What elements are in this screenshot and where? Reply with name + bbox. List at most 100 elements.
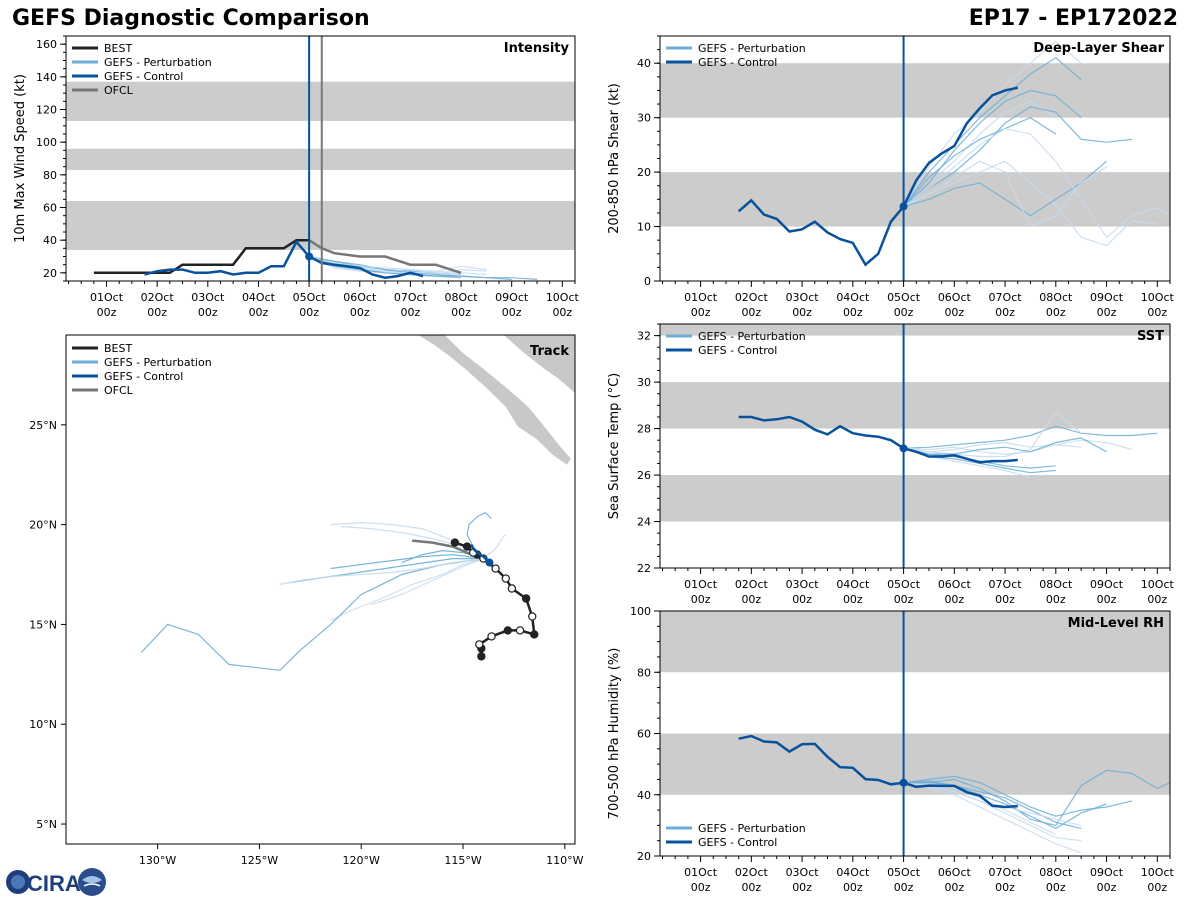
shear-y-tick-label: 30 xyxy=(637,112,651,125)
shear-perturbation-line-6 xyxy=(903,117,1057,207)
intensity-perturbation-line-7 xyxy=(308,255,462,276)
shear-x-tick-sublabel: 00z xyxy=(995,306,1015,319)
intensity-band-1 xyxy=(66,148,575,170)
rh-x-tick-sublabel: 00z xyxy=(894,881,914,894)
shear-x-tick-label: 01Oct xyxy=(684,291,718,304)
legend-label-best: BEST xyxy=(104,342,132,355)
track-frame xyxy=(65,334,576,845)
shear-x-tick-sublabel: 00z xyxy=(792,306,812,319)
legend-label-ctrl: GEFS - Control xyxy=(698,56,777,69)
intensity-x-tick-label: 04Oct xyxy=(242,291,276,304)
track-x-tick-label: 125°W xyxy=(241,854,278,867)
sst-x-tick-sublabel: 00z xyxy=(995,593,1015,606)
rh-y-tick-label: 80 xyxy=(637,666,651,679)
track-best-point xyxy=(491,564,500,573)
rh-x-tick-label: 08Oct xyxy=(1039,866,1073,879)
intensity-x-tick-sublabel: 00z xyxy=(552,306,572,319)
legend-label-ctrl: GEFS - Control xyxy=(104,70,183,83)
sst-x-tick-sublabel: 00z xyxy=(1147,593,1167,606)
shear-y-tick-label: 20 xyxy=(637,166,651,179)
sst-perturbation-line-0 xyxy=(903,425,1158,449)
shear-x-tick-sublabel: 00z xyxy=(944,306,964,319)
sst-x-tick-label: 07Oct xyxy=(989,578,1023,591)
cira-logo: CIRA xyxy=(6,868,106,896)
rh-perturbation-line-3 xyxy=(903,782,1082,854)
intensity-x-tick-label: 07Oct xyxy=(394,291,428,304)
intensity-x-tick-label: 01Oct xyxy=(90,291,124,304)
track-x-tick-label: 115°W xyxy=(444,854,481,867)
rh-plot-area xyxy=(660,611,1170,854)
intensity-x-tick-sublabel: 00z xyxy=(502,306,522,319)
intensity-x-tick-sublabel: 00z xyxy=(401,306,421,319)
rh-x-tick-label: 01Oct xyxy=(684,866,718,879)
rh-x-tick-sublabel: 00z xyxy=(1046,881,1066,894)
track-best-point xyxy=(521,594,531,603)
land-mainland xyxy=(467,335,575,393)
sst-y-axis-label: Sea Surface Temp (°C) xyxy=(607,373,622,520)
storm-id-title: EP17 - EP172022 xyxy=(968,6,1178,31)
sst-y-tick-label: 30 xyxy=(637,376,651,389)
sst-perturbation-line-6 xyxy=(903,437,1107,455)
intensity-control-line xyxy=(144,239,424,279)
sst-y-tick-label: 22 xyxy=(637,562,651,575)
shear-x-tick-sublabel: 00z xyxy=(691,306,711,319)
shear-y-axis-label: 200-850 hPa Shear (kt) xyxy=(607,83,622,234)
shear-perturbation-line-9 xyxy=(903,127,1170,239)
shear-x-tick-label: 07Oct xyxy=(989,291,1023,304)
track-perturbation-line-8 xyxy=(279,558,484,586)
rh-perturbation-line-7 xyxy=(903,782,1082,826)
intensity-band-2 xyxy=(66,81,575,121)
sst-x-tick-sublabel: 00z xyxy=(944,593,964,606)
shear-perturbation-line-7 xyxy=(903,160,1107,228)
shear-x-tick-sublabel: 00z xyxy=(1147,306,1167,319)
track-x-tick-label: 110°W xyxy=(546,854,583,867)
track-perturbation-line-7 xyxy=(140,558,484,671)
intensity-x-tick-sublabel: 00z xyxy=(350,306,370,319)
page-title: GEFS Diagnostic Comparison xyxy=(12,6,370,31)
sst-x-tick-label: 06Oct xyxy=(938,578,972,591)
track-perturbation-line-10 xyxy=(483,534,507,560)
sst-init-marker xyxy=(899,444,908,453)
shear-x-tick-sublabel: 00z xyxy=(1097,306,1117,319)
track-plot-area xyxy=(140,335,575,671)
track-control-line xyxy=(470,544,491,564)
rh-x-tick-label: 10Oct xyxy=(1141,866,1175,879)
sst-frame xyxy=(659,323,1171,569)
track-control-init-marker xyxy=(485,558,494,567)
shear-x-tick-label: 03Oct xyxy=(786,291,820,304)
legend-label-best: BEST xyxy=(104,42,132,55)
shear-x-tick-sublabel: 00z xyxy=(843,306,863,319)
intensity-y-axis-label: 10m Max Wind Speed (kt) xyxy=(13,74,28,243)
sst-x-tick-label: 09Oct xyxy=(1090,578,1124,591)
shear-band-1 xyxy=(660,63,1170,118)
intensity-x-tick-label: 05Oct xyxy=(293,291,327,304)
sst-x-tick-sublabel: 00z xyxy=(894,593,914,606)
rh-y-tick-label: 60 xyxy=(637,728,651,741)
track-best-point xyxy=(487,632,496,641)
rh-x-tick-sublabel: 00z xyxy=(843,881,863,894)
intensity-x-tick-sublabel: 00z xyxy=(299,306,319,319)
intensity-x-tick-sublabel: 00z xyxy=(451,306,471,319)
sst-x-tick-sublabel: 00z xyxy=(843,593,863,606)
rh-panel-title: Mid-Level RH xyxy=(1068,616,1164,631)
sst-perturbation-line-3 xyxy=(903,439,1133,453)
intensity-x-tick-label: 02Oct xyxy=(141,291,175,304)
rh-x-tick-label: 07Oct xyxy=(989,866,1023,879)
track-best-point xyxy=(503,626,513,635)
intensity-plot-area xyxy=(66,81,575,280)
shear-control-line xyxy=(737,86,1019,267)
intensity-y-tick-label: 80 xyxy=(43,169,57,182)
logo-text: CIRA xyxy=(27,871,81,896)
rh-perturbation-line-4 xyxy=(903,775,1133,817)
track-y-tick-label: 10°N xyxy=(29,718,57,731)
legend-label-pert: GEFS - Perturbation xyxy=(104,356,212,369)
intensity-y-tick-label: 20 xyxy=(43,267,57,280)
rh-x-tick-label: 05Oct xyxy=(887,866,921,879)
track-best-point xyxy=(450,538,460,547)
legend-label-ofcl: OFCL xyxy=(104,84,134,97)
sst-band-0 xyxy=(660,475,1170,522)
sst-y-tick-label: 26 xyxy=(637,469,651,482)
